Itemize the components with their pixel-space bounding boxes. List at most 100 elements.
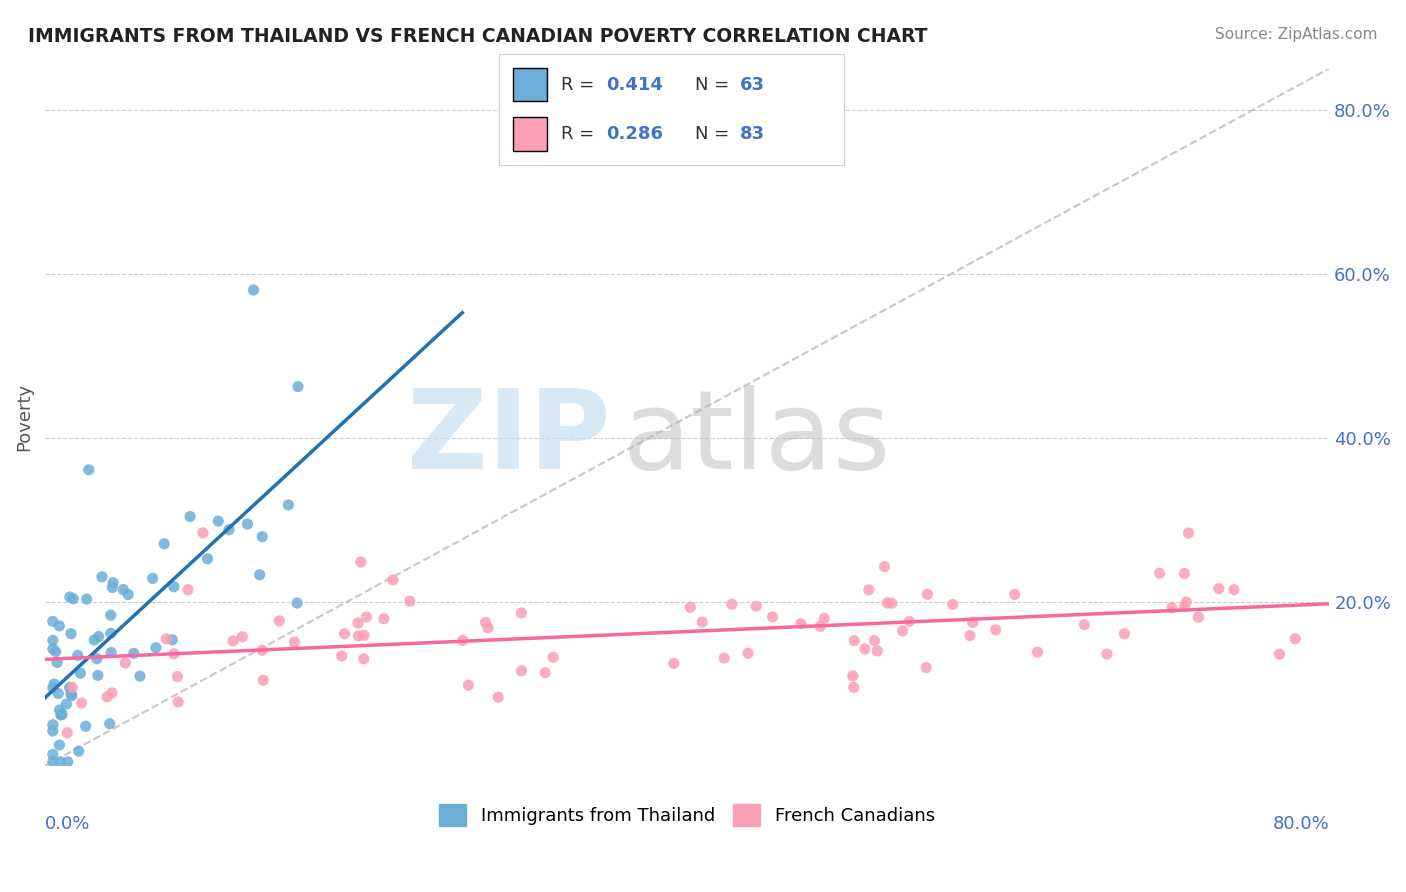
Text: N =: N = <box>696 76 735 94</box>
Point <box>347 629 370 643</box>
Point <box>353 628 375 642</box>
Point <box>510 606 533 620</box>
Text: Source: ZipAtlas.com: Source: ZipAtlas.com <box>1215 27 1378 42</box>
Point <box>163 647 186 661</box>
Point <box>100 645 122 659</box>
Point <box>1173 566 1195 581</box>
Point <box>129 669 152 683</box>
Point <box>1026 645 1049 659</box>
Point <box>373 612 395 626</box>
Point <box>898 615 921 629</box>
Point <box>962 615 984 630</box>
Point <box>112 582 135 597</box>
Point <box>155 632 177 646</box>
Point <box>87 668 110 682</box>
Point <box>1173 599 1195 614</box>
Point <box>191 525 214 540</box>
Point <box>690 615 713 629</box>
Point <box>179 509 201 524</box>
Point <box>876 596 898 610</box>
Point <box>87 630 110 644</box>
Point <box>60 687 83 701</box>
Point <box>662 657 685 671</box>
Point <box>42 681 65 695</box>
Point <box>915 660 938 674</box>
Point <box>101 686 124 700</box>
Point <box>236 516 259 531</box>
Text: IMMIGRANTS FROM THAILAND VS FRENCH CANADIAN POVERTY CORRELATION CHART: IMMIGRANTS FROM THAILAND VS FRENCH CANAD… <box>28 27 928 45</box>
Point <box>1149 566 1171 581</box>
Point <box>1095 647 1118 661</box>
Point <box>67 744 90 758</box>
Point <box>891 624 914 638</box>
Point <box>866 644 889 658</box>
Text: R =: R = <box>561 76 600 94</box>
Point <box>60 626 83 640</box>
Text: 83: 83 <box>741 125 765 143</box>
Point <box>330 648 353 663</box>
Point <box>356 610 378 624</box>
Point <box>863 633 886 648</box>
Point <box>70 696 93 710</box>
Text: 0.0%: 0.0% <box>45 814 90 833</box>
Point <box>218 523 240 537</box>
Point <box>60 681 83 695</box>
Point <box>917 587 939 601</box>
Point <box>347 615 370 630</box>
Point <box>813 611 835 625</box>
Point <box>153 537 176 551</box>
Point <box>269 614 291 628</box>
Point <box>679 600 702 615</box>
Point <box>100 608 122 623</box>
Point <box>252 643 274 657</box>
Point <box>1073 617 1095 632</box>
Point <box>42 723 65 738</box>
Point <box>42 615 65 629</box>
Legend: Immigrants from Thailand, French Canadians: Immigrants from Thailand, French Canadia… <box>432 797 942 833</box>
Text: 80.0%: 80.0% <box>1272 814 1329 833</box>
Point <box>222 634 245 648</box>
Point <box>1187 610 1209 624</box>
Point <box>42 641 65 656</box>
Point <box>457 678 479 692</box>
Point <box>808 619 831 633</box>
Point <box>66 648 89 663</box>
Point <box>844 633 866 648</box>
Point <box>86 651 108 665</box>
Point <box>56 725 79 739</box>
Point <box>1114 626 1136 640</box>
Point <box>114 656 136 670</box>
Point <box>761 610 783 624</box>
Point <box>167 695 190 709</box>
Point <box>745 599 768 614</box>
Point <box>83 632 105 647</box>
Point <box>163 580 186 594</box>
Point <box>486 690 509 705</box>
Text: ZIP: ZIP <box>406 384 610 491</box>
Point <box>249 567 271 582</box>
Point <box>942 598 965 612</box>
Point <box>162 632 184 647</box>
Point <box>398 594 420 608</box>
Point <box>59 590 82 604</box>
Point <box>842 681 865 695</box>
Text: R =: R = <box>561 125 600 143</box>
Point <box>333 626 356 640</box>
Point <box>76 592 98 607</box>
Point <box>166 669 188 683</box>
Point <box>197 551 219 566</box>
Point <box>60 689 83 703</box>
FancyBboxPatch shape <box>513 68 547 102</box>
Point <box>49 755 72 769</box>
Point <box>46 656 69 670</box>
Point <box>242 283 264 297</box>
Point <box>56 755 79 769</box>
Point <box>1284 632 1306 646</box>
Point <box>42 755 65 769</box>
Point <box>534 665 557 680</box>
Point <box>48 738 70 752</box>
Point <box>841 669 863 683</box>
Point <box>91 570 114 584</box>
Y-axis label: Poverty: Poverty <box>15 384 32 451</box>
Point <box>283 635 305 649</box>
